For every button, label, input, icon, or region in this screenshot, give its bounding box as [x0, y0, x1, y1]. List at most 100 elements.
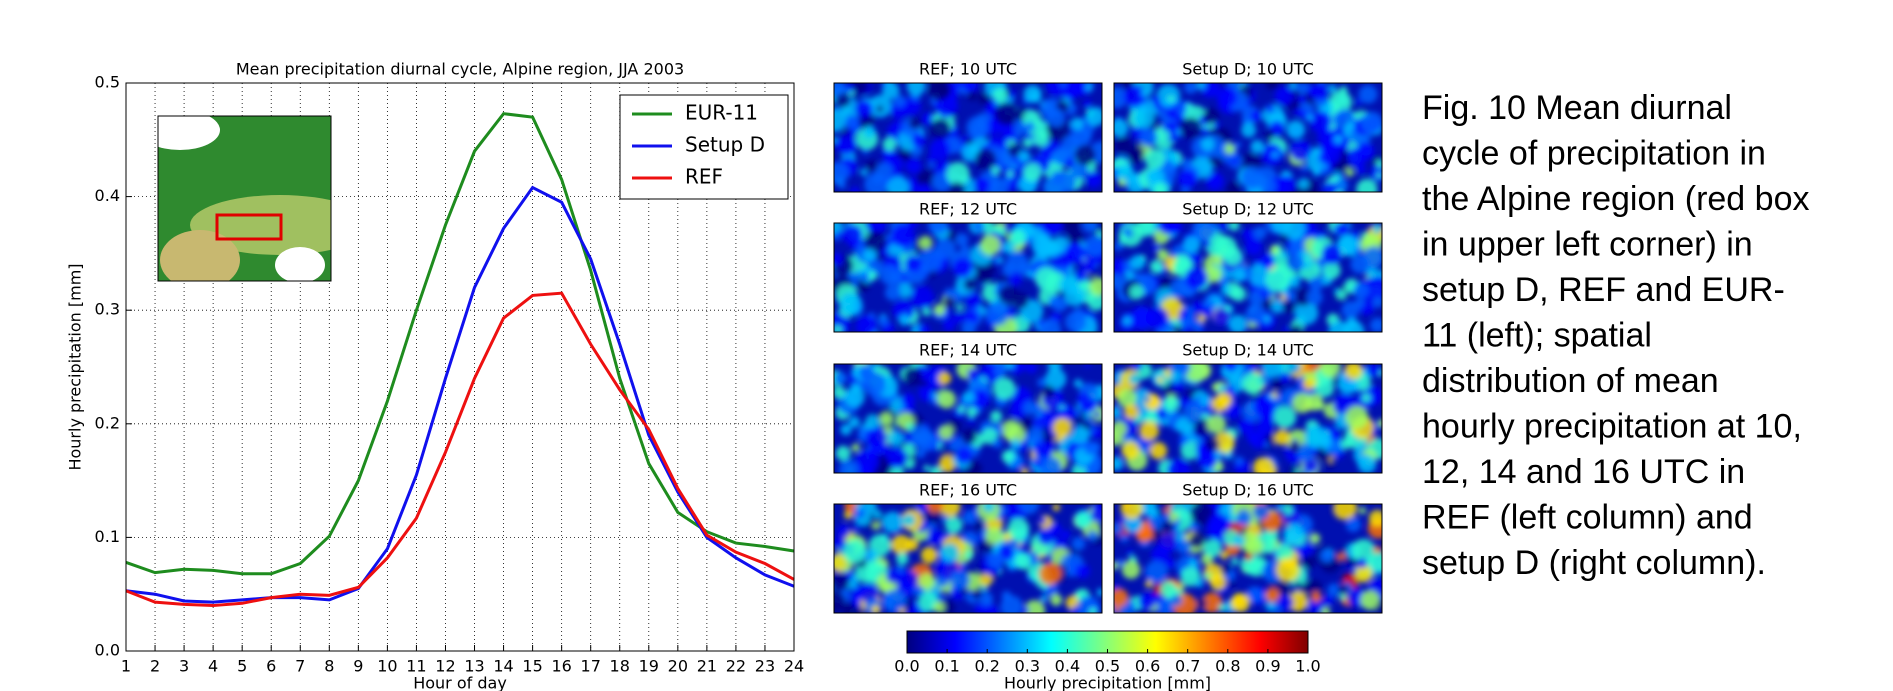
map-blob — [867, 548, 878, 560]
map-field — [1114, 504, 1382, 613]
map-blob — [1037, 377, 1047, 387]
map-blob — [1275, 148, 1285, 158]
map-blob — [881, 511, 904, 533]
map-blob — [1336, 223, 1350, 236]
map-blob — [834, 141, 841, 148]
map-blob — [884, 284, 902, 301]
map-blob — [1052, 504, 1061, 512]
map-blob — [966, 116, 990, 139]
map-blob — [1006, 425, 1026, 445]
map-field — [834, 83, 1102, 192]
map-blob — [911, 133, 926, 148]
map-blob — [1337, 584, 1348, 595]
map-blob — [1287, 591, 1309, 612]
map-blob — [1372, 296, 1382, 308]
map-blob — [877, 315, 889, 327]
map-blob — [1320, 364, 1341, 378]
map-blob — [1061, 530, 1071, 540]
map-blob — [879, 412, 893, 426]
map-blob — [1204, 409, 1212, 416]
map-blob — [916, 449, 926, 459]
map-blob — [1357, 454, 1377, 473]
map-blob — [1122, 316, 1132, 326]
map-blob — [1335, 178, 1349, 192]
map-blob — [1130, 364, 1143, 371]
map-blob — [1195, 579, 1204, 588]
map-blob — [1006, 170, 1014, 178]
x-tick-label: 17 — [581, 657, 601, 676]
map-blob — [882, 137, 897, 152]
map-blob — [1077, 392, 1094, 409]
map-blob — [1139, 421, 1159, 441]
map-blob — [1114, 522, 1124, 535]
map-blob — [855, 449, 879, 473]
map-blob — [1230, 592, 1251, 613]
map-blob — [1176, 539, 1192, 554]
map-blob — [1226, 385, 1235, 395]
map-blob — [1156, 248, 1169, 261]
caption-line: REF (left column) and — [1422, 499, 1753, 537]
map-blob — [1250, 139, 1265, 154]
map-blob — [1156, 597, 1175, 613]
map-blob — [1190, 504, 1214, 525]
map-blob — [1269, 245, 1279, 255]
map-blob — [898, 314, 911, 326]
map-blob — [836, 524, 851, 539]
map-blob — [1211, 395, 1229, 412]
map-blob — [904, 254, 922, 272]
map-blob — [1040, 223, 1063, 236]
map-blob — [852, 525, 860, 533]
map-blob — [1138, 128, 1158, 147]
map-blob — [1021, 606, 1030, 613]
inset-sea — [158, 116, 220, 150]
map-blob — [1367, 276, 1382, 300]
map-blob — [1121, 441, 1140, 460]
map-blob — [1241, 372, 1264, 395]
map-blob — [1274, 86, 1294, 106]
map-blob — [980, 234, 1001, 256]
map-blob — [1226, 181, 1240, 192]
x-tick-label: 24 — [784, 657, 804, 676]
map-blob — [916, 183, 933, 192]
map-blob — [926, 504, 944, 513]
map-blob — [1157, 507, 1166, 517]
map-blob — [1002, 241, 1016, 254]
map-blob — [1200, 137, 1215, 151]
map-blob — [1250, 432, 1267, 449]
map-blob — [1038, 516, 1047, 525]
map-blob — [1144, 148, 1165, 169]
map-blob — [973, 177, 990, 192]
map-blob — [1217, 223, 1229, 232]
map-blob — [1201, 592, 1223, 613]
map-blob — [1253, 395, 1275, 418]
map-blob — [938, 424, 954, 440]
map-blob — [1283, 223, 1306, 240]
map-blob — [1047, 364, 1062, 372]
map-blob — [961, 391, 975, 405]
map-blob — [1188, 558, 1198, 568]
map-blob — [882, 589, 907, 613]
map-blob — [993, 364, 1007, 378]
map-blob — [1265, 104, 1274, 113]
colorbar: 0.0 0.1 0.2 0.3 0.4 0.5 0.6 0.7 0.8 0.9 1.0 Hourly … — [894, 630, 1321, 691]
map-blob — [886, 176, 910, 192]
map-blob — [834, 83, 845, 97]
map-blob — [1327, 583, 1341, 597]
map-blob — [990, 410, 1003, 423]
map-blob — [1333, 288, 1341, 295]
map-blob — [1040, 595, 1048, 603]
map-title: Setup D; 10 UTC — [1182, 60, 1314, 79]
map-blob — [1264, 129, 1275, 140]
map-field — [1114, 83, 1382, 192]
map-blob — [949, 569, 970, 590]
map-blob — [1248, 263, 1271, 287]
map-field — [834, 223, 1102, 332]
map-blob — [872, 175, 882, 185]
map-blob — [1121, 560, 1141, 580]
map-blob — [906, 538, 919, 551]
map-blob — [1274, 543, 1294, 563]
map-blob — [1180, 566, 1201, 587]
map-blob — [1129, 284, 1145, 300]
map-blob — [1214, 450, 1223, 459]
map-blob — [942, 319, 955, 332]
